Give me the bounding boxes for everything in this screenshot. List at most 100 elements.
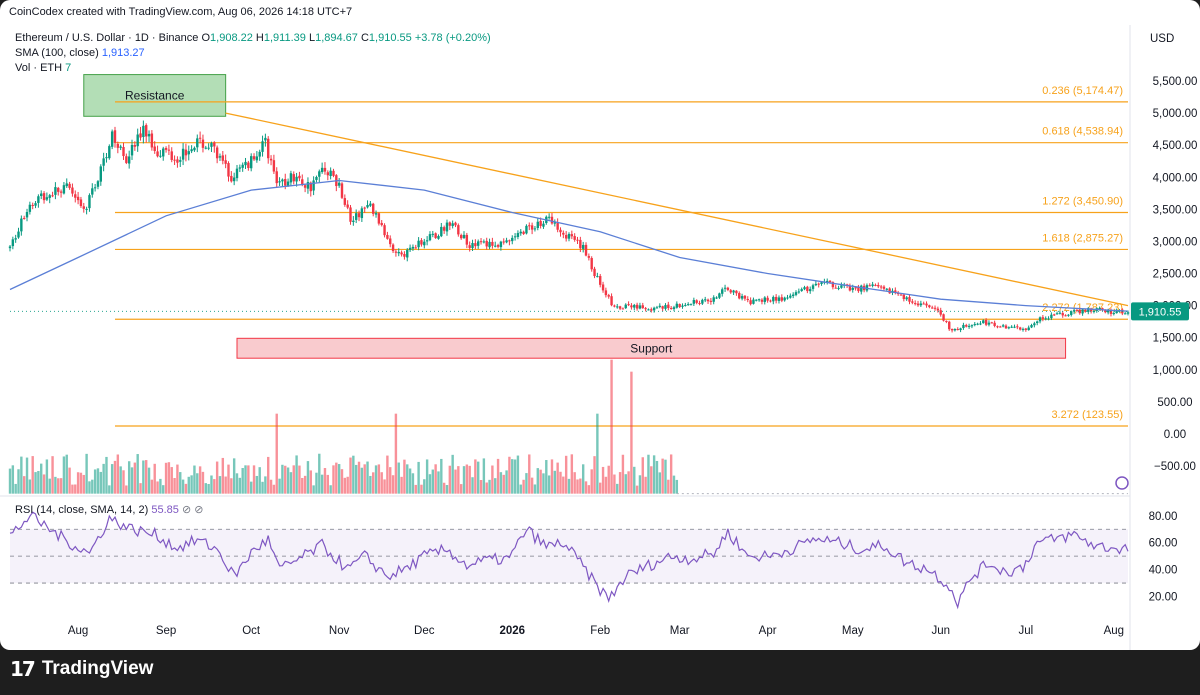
candle [156,151,159,157]
volume-bar [360,467,364,494]
candle [655,307,659,309]
volume-bar [232,458,236,494]
candle [428,234,432,241]
candle [669,308,673,310]
volume-bar [329,485,332,494]
candle [224,160,227,164]
volume-bar [332,465,335,494]
volume-bar [286,467,290,494]
candle [420,240,423,245]
candle [442,227,446,231]
candle [326,172,330,176]
volume-bar [284,465,287,494]
volume-bar [130,467,134,494]
candle [513,236,517,238]
resistance-label: Resistance [125,88,185,102]
candle [1033,323,1036,326]
candle [789,295,792,298]
candle [522,231,525,234]
price-chart[interactable]: Resistance Support 0.236 (5,174.47) 0.618 (… [0,0,1200,650]
candle [147,133,151,137]
candle [20,218,23,232]
volume-bar [31,456,34,494]
volume-bar [133,462,137,494]
candle [153,146,156,151]
eye-off-icon[interactable]: ⊘ [194,504,204,516]
candle [635,304,639,309]
price-axis-tick: 5,000.00 [1153,108,1198,120]
candle [760,299,764,302]
candle [627,304,630,306]
candle [686,304,690,306]
volume-bar [570,454,574,494]
candle [528,225,531,227]
volume-bar [672,475,676,494]
time-axis-tick: Aug [1104,625,1124,637]
volume-bar [366,461,369,494]
candle [1084,309,1087,312]
volume-bar [71,484,74,494]
candle [661,306,664,309]
volume-bar [74,484,77,494]
candle [437,236,440,239]
candle [372,203,375,214]
candle [133,144,137,147]
candle [139,133,142,138]
time-axis-tick: Jul [1018,625,1033,637]
candle [1075,309,1079,311]
candle [45,197,49,200]
volume-bar [593,456,596,494]
candle [570,234,574,237]
candle [312,180,315,191]
volume-bar [630,371,633,494]
volume-bar [440,458,443,494]
volume-bar [641,457,644,494]
volume-bars [8,359,679,494]
candle [295,176,298,182]
candle [389,238,392,245]
candle [127,156,131,164]
volume-bar [539,469,542,494]
volume-bar [295,455,298,494]
volume-bar [550,459,554,494]
candle [187,151,190,155]
time-axis-tick: Dec [414,625,435,637]
sma-legend-label: SMA (100, close) [15,47,99,59]
price-axis-tick: 4,500.00 [1153,140,1198,152]
candle [110,131,114,147]
volume-bar [397,462,400,494]
candle [652,307,656,311]
candle [979,323,982,325]
volume-bar [292,465,295,494]
candle [630,305,633,308]
volume-bar [363,464,366,494]
volume-bar [320,474,324,494]
volume-bar [667,479,670,494]
candle [1070,311,1073,315]
volume-bar [357,461,361,494]
candle [1064,315,1067,317]
eye-off-icon[interactable]: ⊘ [181,504,192,516]
candle [533,228,537,230]
candle [374,213,378,215]
time-axis-tick: Sep [156,625,176,637]
volume-bar [28,479,32,494]
candle [454,222,457,226]
candle [828,280,832,283]
candle [42,193,46,201]
candle [184,149,188,156]
volume-bar [241,468,244,494]
candle [871,284,874,286]
volume-bar [613,474,616,494]
candle [633,305,636,308]
volume-bar [417,461,420,494]
volume-bar [635,485,639,494]
volume-bar [249,481,253,494]
candle [925,303,928,306]
volume-bar [372,472,375,494]
candle [993,322,996,326]
candle [215,147,219,159]
rsi-axis-tick: 60.00 [1149,538,1178,550]
candle [201,139,205,148]
tradingview-brand: TradingView [41,658,154,679]
